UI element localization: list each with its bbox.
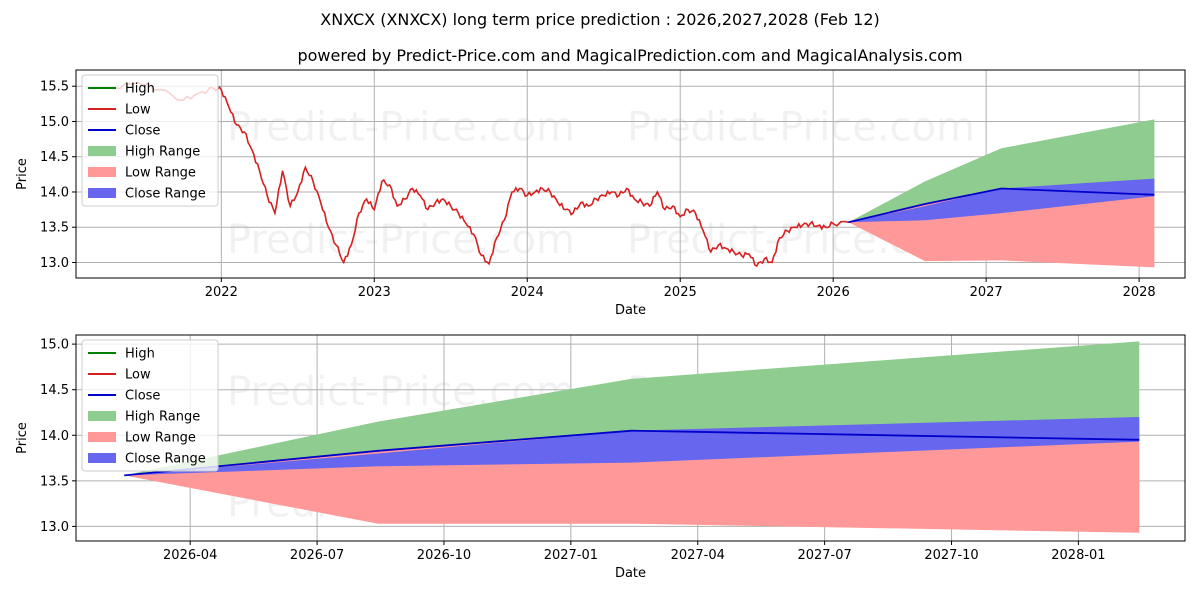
y-tick-label: 15.0 bbox=[40, 338, 69, 353]
chart-subtitle: powered by Predict-Price.com and Magical… bbox=[297, 46, 962, 65]
x-tick-label: 2026-10 bbox=[417, 548, 471, 563]
close-range-band bbox=[124, 417, 1140, 476]
x-tick-label: 2027-10 bbox=[924, 548, 978, 563]
low-history-line bbox=[114, 81, 849, 268]
legend-patch-swatch bbox=[88, 411, 116, 421]
close-forecast-line bbox=[848, 187, 1155, 224]
legend-label: Low bbox=[125, 368, 151, 383]
x-tick-label: 2028 bbox=[1123, 285, 1156, 300]
x-tick-label: 2027-01 bbox=[544, 548, 598, 563]
legend-label: Close Range bbox=[125, 452, 206, 467]
x-tick-label: 2027-07 bbox=[797, 548, 851, 563]
plot-area bbox=[114, 81, 1155, 268]
x-tick-label: 2024 bbox=[511, 285, 544, 300]
watermark-text: Predict-Price.com bbox=[227, 105, 575, 151]
legend-label: Close bbox=[125, 124, 160, 139]
legend: High Low Close High Range Low Range Close Ran… bbox=[81, 74, 219, 207]
y-tick-label: 14.5 bbox=[40, 383, 69, 398]
legend-label: High bbox=[125, 347, 155, 362]
legend-patch-swatch bbox=[88, 188, 116, 198]
y-tick-label: 14.0 bbox=[40, 429, 69, 444]
legend-label: High bbox=[125, 82, 155, 97]
x-tick-label: 2027-04 bbox=[671, 548, 725, 563]
watermark-text: Predict-Price.com bbox=[627, 105, 975, 151]
legend: High Low Close High Range Low Range Close Ran… bbox=[81, 339, 219, 472]
legend-label: High Range bbox=[125, 410, 200, 425]
legend-label: Low Range bbox=[125, 431, 196, 446]
high-range-band bbox=[848, 119, 1155, 223]
legend-patch-swatch bbox=[88, 432, 116, 442]
legend-label: Low Range bbox=[125, 166, 196, 181]
x-tick-label: 2027 bbox=[970, 285, 1003, 300]
close-range-band bbox=[848, 178, 1155, 223]
high-range-band bbox=[124, 341, 1140, 476]
legend-label: Close bbox=[125, 389, 160, 404]
x-axis-label: Date bbox=[615, 303, 646, 318]
x-tick-label: 2026 bbox=[817, 285, 850, 300]
legend-label: Close Range bbox=[125, 187, 206, 202]
y-axis-label: Price bbox=[15, 158, 30, 190]
plot-area bbox=[124, 341, 1140, 533]
y-tick-label: 13.5 bbox=[40, 474, 69, 489]
x-tick-label: 2026-04 bbox=[163, 548, 217, 563]
x-tick-label: 2022 bbox=[205, 285, 238, 300]
y-tick-label: 14.5 bbox=[40, 150, 69, 165]
y-tick-label: 13.0 bbox=[40, 256, 69, 271]
legend-patch-swatch bbox=[88, 146, 116, 156]
close-forecast-line bbox=[124, 429, 1140, 477]
y-tick-label: 14.0 bbox=[40, 185, 69, 200]
legend-patch-swatch bbox=[88, 453, 116, 463]
y-tick-label: 15.0 bbox=[40, 115, 69, 130]
x-axis-label: Date bbox=[615, 566, 646, 581]
y-tick-label: 15.5 bbox=[40, 80, 69, 95]
legend-label: Low bbox=[125, 103, 151, 118]
watermark-text: Predict-Price.com bbox=[227, 217, 575, 263]
y-axis-label: Price bbox=[15, 422, 30, 454]
x-tick-label: 2028-01 bbox=[1051, 548, 1105, 563]
y-tick-label: 13.5 bbox=[40, 221, 69, 236]
legend-patch-swatch bbox=[88, 167, 116, 177]
y-tick-label: 13.0 bbox=[40, 520, 69, 535]
legend-label: High Range bbox=[125, 145, 200, 160]
bottom-panel: Predict-Price.comPredict-Price.comPredic… bbox=[15, 334, 1186, 581]
top-panel: Predict-Price.com Predict-Price.com Predic… bbox=[15, 69, 1186, 318]
x-tick-label: 2025 bbox=[664, 285, 697, 300]
x-tick-label: 2026-07 bbox=[290, 548, 344, 563]
axes-frame bbox=[75, 334, 1186, 542]
chart-title: XNXCX (XNXCX) long term price prediction… bbox=[320, 10, 880, 29]
x-tick-label: 2023 bbox=[358, 285, 391, 300]
axes-frame bbox=[75, 69, 1186, 279]
